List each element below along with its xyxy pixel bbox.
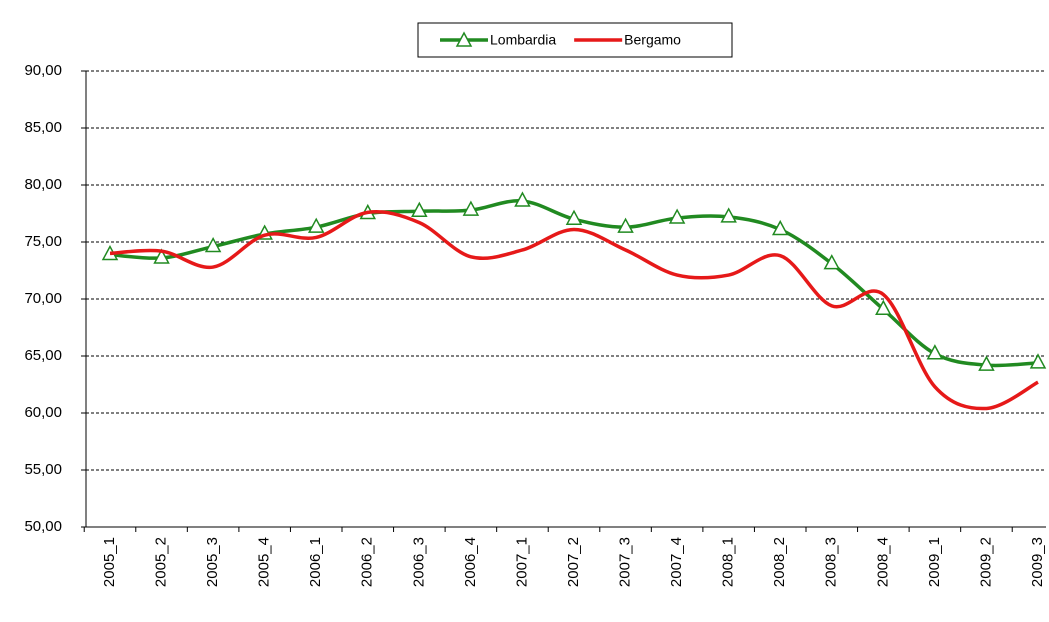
x-tick-label: 2005_3 xyxy=(204,537,221,587)
marker xyxy=(823,254,841,270)
x-tick-label: 2006_1 xyxy=(307,537,324,587)
marker xyxy=(771,219,789,236)
x-tick-label: 2005_2 xyxy=(153,537,170,587)
marker xyxy=(978,355,995,371)
x-tick-label: 2005_4 xyxy=(256,537,273,587)
x-tick-label: 2005_1 xyxy=(101,537,118,587)
legend-label: Lombardia xyxy=(490,32,556,48)
x-tick-label: 2008_4 xyxy=(874,537,891,587)
marker xyxy=(617,217,634,233)
marker xyxy=(565,209,583,225)
marker xyxy=(926,344,944,360)
y-tick-label: 75,00 xyxy=(24,233,62,250)
series-line xyxy=(109,210,1039,411)
series-line xyxy=(109,199,1039,368)
y-tick-label: 70,00 xyxy=(24,290,62,307)
marker xyxy=(204,236,222,253)
x-tick-label: 2006_2 xyxy=(359,537,376,587)
y-tick-label: 90,00 xyxy=(24,62,62,79)
marker xyxy=(153,248,170,264)
y-tick-label: 65,00 xyxy=(24,347,62,364)
legend-label: Bergamo xyxy=(624,32,681,48)
marker xyxy=(720,207,737,223)
marker xyxy=(1029,353,1047,369)
marker xyxy=(875,299,892,316)
x-tick-label: 2009_2 xyxy=(977,537,994,587)
marker xyxy=(462,200,480,216)
marker xyxy=(411,201,428,217)
legend-marker xyxy=(455,31,473,47)
x-tick-label: 2007_3 xyxy=(617,537,634,587)
x-tick-label: 2007_2 xyxy=(565,537,582,587)
marker xyxy=(668,208,686,224)
x-tick-label: 2008_2 xyxy=(771,537,788,587)
x-tick-label: 2006_3 xyxy=(410,537,427,587)
marker xyxy=(307,217,325,233)
x-tick-label: 2008_1 xyxy=(720,537,737,587)
x-tick-label: 2007_1 xyxy=(513,537,530,587)
y-tick-label: 50,00 xyxy=(24,518,62,535)
x-tick-label: 2009_1 xyxy=(926,537,943,587)
y-tick-label: 80,00 xyxy=(24,176,62,193)
marker xyxy=(514,191,531,207)
x-tick-label: 2008_3 xyxy=(823,537,840,587)
y-tick-label: 85,00 xyxy=(24,119,62,136)
y-tick-label: 55,00 xyxy=(24,461,62,478)
y-tick-label: 60,00 xyxy=(24,404,62,421)
x-tick-label: 2009_3 xyxy=(1029,537,1046,587)
x-tick-label: 2006_4 xyxy=(462,537,479,587)
x-tick-label: 2007_4 xyxy=(668,537,685,587)
